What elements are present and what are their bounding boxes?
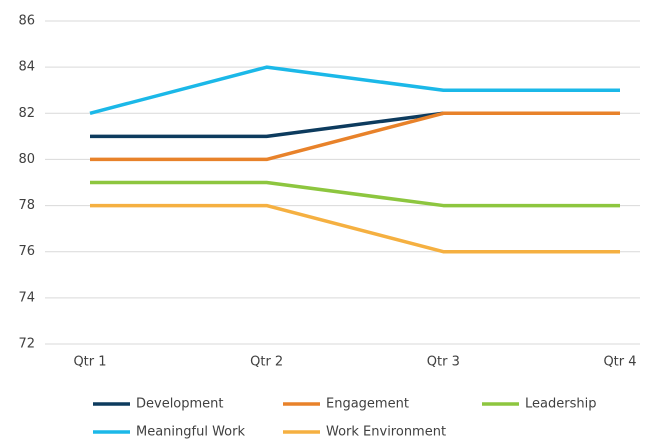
y-tick-label: 72	[18, 337, 35, 352]
y-tick-label: 84	[18, 60, 35, 75]
x-tick-label: Qtr 2	[250, 355, 283, 370]
line	[90, 111, 620, 139]
legend-label: Work Environment	[326, 425, 446, 440]
line	[89, 65, 620, 115]
y-tick-label: 82	[18, 106, 35, 121]
legend-label: Development	[136, 397, 224, 412]
y-tick-label: 78	[18, 198, 35, 213]
legend-label: Leadership	[525, 397, 596, 412]
line	[90, 111, 620, 162]
y-tick-label: 74	[18, 290, 35, 305]
legend-label: Meaningful Work	[136, 425, 245, 440]
line	[90, 180, 620, 208]
y-tick-label: 76	[18, 244, 35, 259]
x-tick-label: Qtr 4	[603, 355, 636, 370]
x-tick-label: Qtr 3	[427, 355, 460, 370]
x-tick-label: Qtr 1	[73, 355, 106, 370]
legend-label: Engagement	[326, 397, 409, 412]
y-tick-label: 80	[18, 152, 35, 167]
y-tick-label: 86	[18, 14, 35, 29]
line	[90, 203, 620, 254]
